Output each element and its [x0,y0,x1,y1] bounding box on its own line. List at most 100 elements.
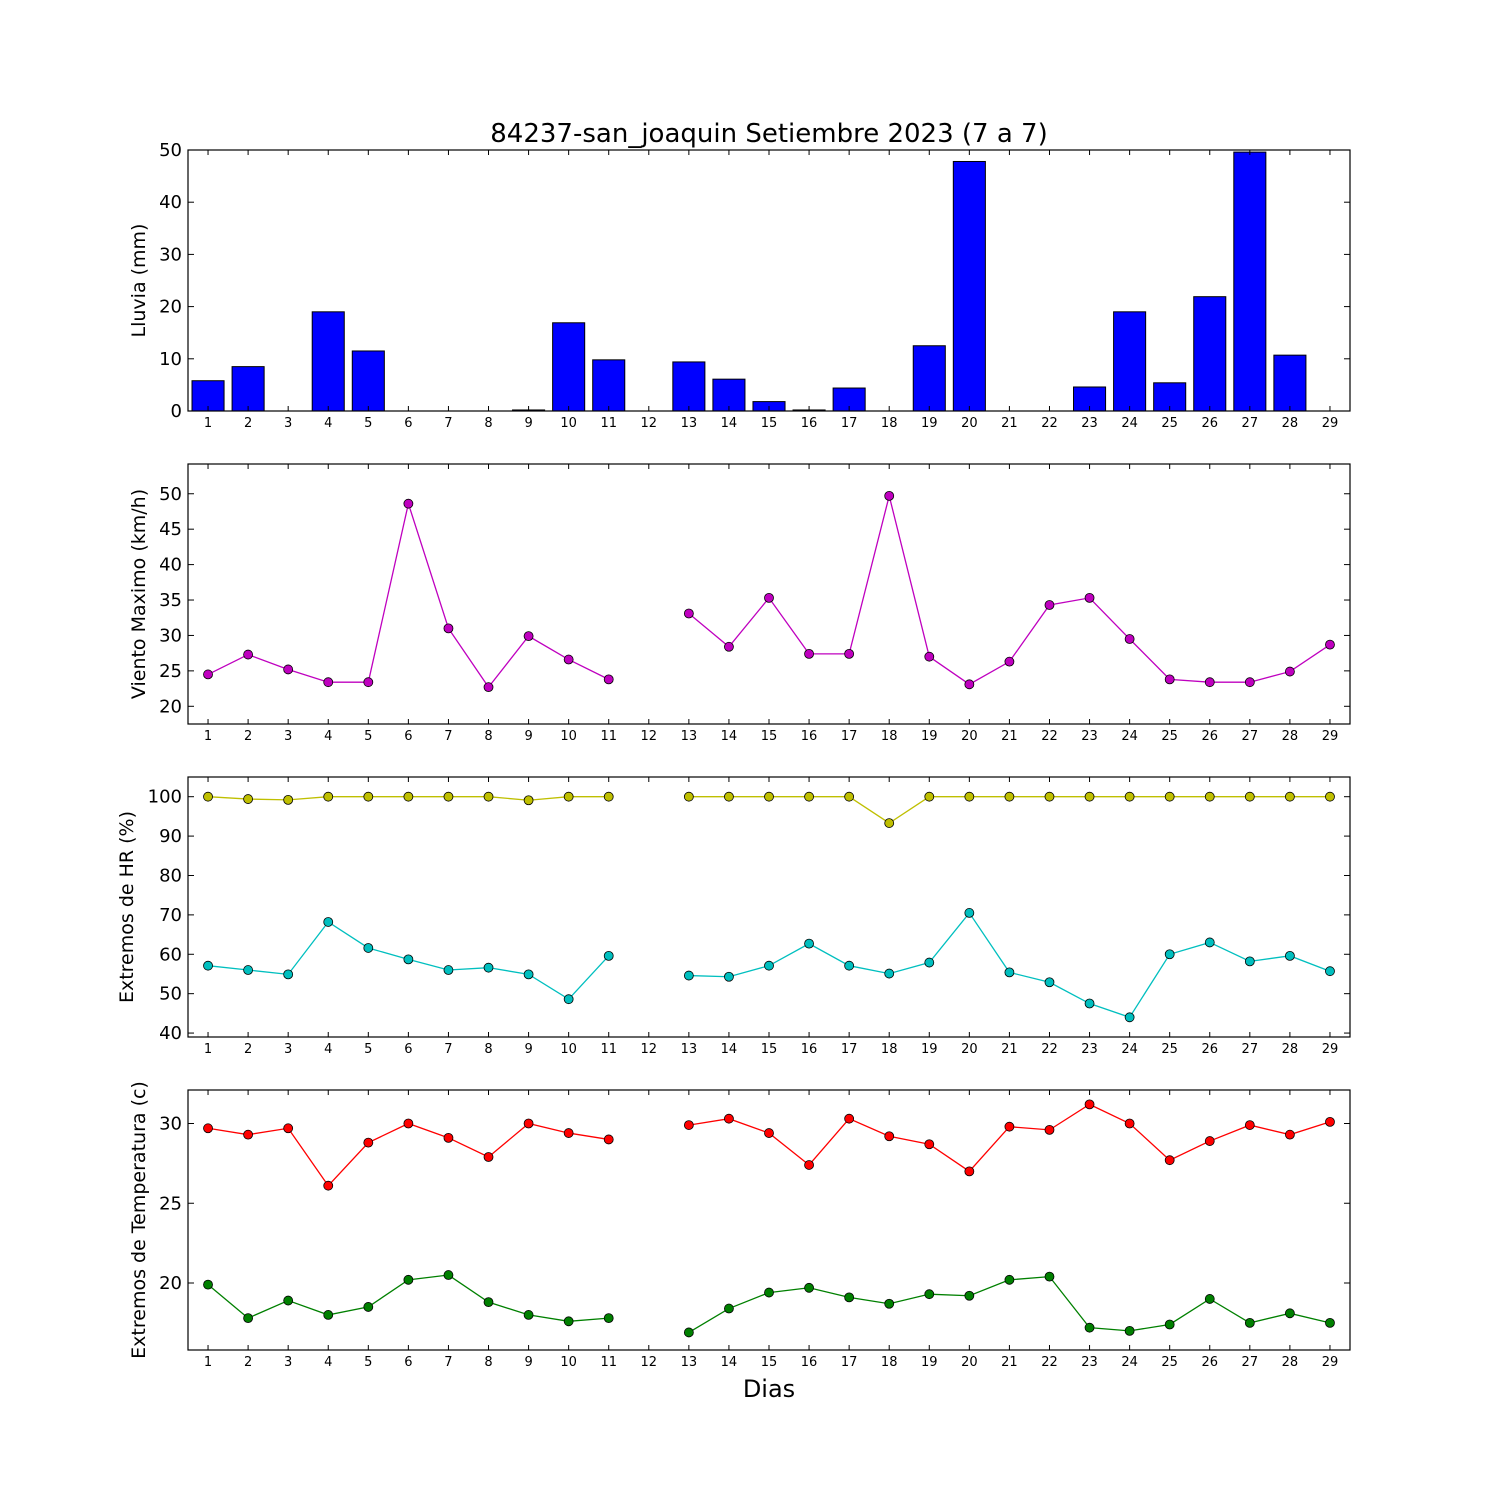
wind-series-0-point [1084,593,1095,603]
wind-series-0-point [804,648,814,659]
humidity-series-0-point [764,791,774,802]
x-tick-label: 23 [1081,729,1098,744]
y-tick-label: 60 [159,944,182,965]
wind-series-0-point [443,623,454,634]
x-tick-label: 11 [600,1042,617,1057]
x-tick-label: 21 [1001,1355,1018,1370]
rain-bar [912,345,946,412]
x-tick-label: 18 [881,1042,898,1057]
x-tick-label: 16 [801,1355,818,1370]
x-tick-label: 11 [600,416,617,431]
x-tick-label: 18 [881,416,898,431]
humidity-series-1-point [403,954,414,965]
y-tick-label: 25 [159,1193,182,1214]
x-tick-label: 11 [600,1355,617,1370]
humidity-series-1-point [523,969,534,980]
x-tick-label: 3 [284,729,292,744]
temperature-series-0-point [243,1129,254,1140]
rain-bar [1273,354,1307,412]
y-tick-label: 10 [159,349,182,370]
temperature-series-0-point [1044,1124,1055,1135]
x-tick-label: 21 [1001,416,1018,431]
x-tick-label: 29 [1322,416,1339,431]
x-tick-label: 7 [444,729,452,744]
humidity-series-0-point [283,794,294,805]
humidity-series-0-point [363,791,374,802]
temperature-series-1-point [403,1274,414,1285]
y-tick-label: 30 [159,244,182,265]
y-tick-label: 20 [159,696,182,717]
wind-series-0-line [207,501,610,689]
x-tick-label: 26 [1201,416,1218,431]
humidity-series-0-point [884,818,895,828]
x-tick-label: 13 [681,416,698,431]
x-tick-label: 10 [560,729,577,744]
humidity-series-1-point [964,908,975,918]
x-tick-label: 3 [284,416,292,431]
y-tick-label: 80 [159,865,182,886]
wind-series-0-point [884,490,895,501]
x-tick-label: 1 [204,1042,212,1057]
x-tick-label: 28 [1282,416,1299,431]
x-tick-label: 16 [801,729,818,744]
humidity-series-1-line [688,911,1331,1019]
wind-series-0-point [403,498,414,509]
y-tick-label: 40 [159,1023,182,1044]
x-tick-label: 15 [761,1355,778,1370]
wind-series-0-point [1164,674,1175,685]
x-tick-label: 17 [841,1355,858,1370]
x-tick-label: 26 [1201,729,1218,744]
humidity-series-1-point [483,962,494,973]
humidity-series-0-point [403,791,414,802]
temperature-series-0-point [523,1118,534,1129]
x-tick-label: 17 [841,729,858,744]
rain-bar [952,160,986,412]
wind-series-0-point [1004,656,1015,667]
y-tick-label: 50 [159,484,182,505]
x-tick-label: 17 [841,416,858,431]
humidity-series-1-point [323,917,334,927]
temperature-series-0-point [844,1113,855,1124]
x-tick-label: 5 [364,416,372,431]
temperature-series-1-point [804,1282,814,1293]
x-tick-label: 28 [1282,729,1299,744]
x-tick-label: 7 [444,1355,452,1370]
y-tick-label: 30 [159,625,182,646]
x-tick-label: 9 [524,416,532,431]
temperature-series-1-point [523,1310,534,1320]
x-tick-label: 20 [961,729,978,744]
x-tick-label: 23 [1081,416,1098,431]
temperature-series-1-point [203,1279,213,1290]
temperature-series-1-line [688,1275,1331,1334]
rain-bar [191,380,225,412]
x-tick-label: 19 [921,416,938,431]
temperature-series-0-point [1084,1099,1095,1110]
humidity-series-0-point [443,791,454,802]
x-tick-label: 29 [1322,729,1339,744]
temperature-series-1-point [884,1298,895,1309]
humidity-series-0-point [1285,791,1295,802]
temperature-series-0-point [1325,1117,1335,1127]
x-tick-label: 19 [921,729,938,744]
rain-bar [1233,151,1267,412]
humidity-series-0-point [844,791,855,802]
temperature-series-0-point [764,1128,774,1138]
x-tick-label: 15 [761,729,778,744]
x-tick-label: 24 [1121,729,1138,744]
x-tick-label: 29 [1322,1042,1339,1057]
temperature-series-1-point [1004,1274,1015,1285]
humidity-series-1-point [283,969,294,980]
humidity-series-0-point [1204,791,1215,802]
x-tick-label: 27 [1242,1042,1259,1057]
figure-title: 84237-san_joaquin Setiembre 2023 (7 a 7) [490,119,1047,149]
x-tick-label: 6 [404,416,412,431]
x-axis-label: Dias [743,1375,795,1403]
humidity-series-0-point [1244,791,1255,802]
rain-bar [592,359,626,412]
temperature-series-1-point [1084,1322,1095,1333]
wind-series-0-point [323,677,334,688]
humidity-series-0-point [1325,791,1335,802]
temperature-series-0-line [207,1122,609,1187]
humidity-series-1-point [1244,956,1255,967]
humidity-series-1-point [1285,950,1295,961]
